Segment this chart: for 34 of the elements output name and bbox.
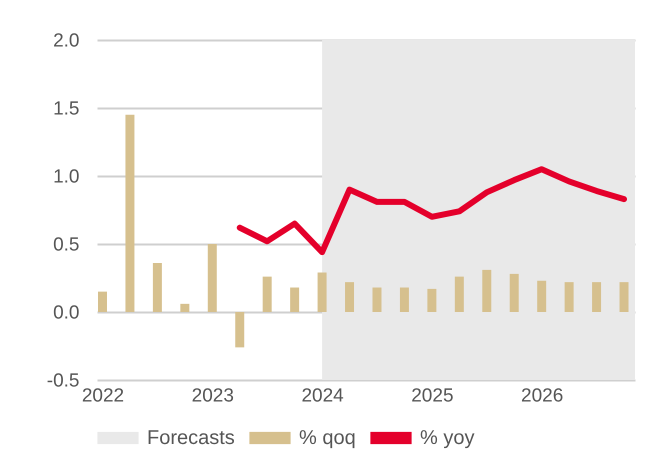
bar (400, 288, 409, 312)
legend-label: % qoq (299, 427, 356, 449)
x-tick-label: 2024 (301, 386, 344, 406)
bar (152, 263, 162, 312)
bar (180, 304, 190, 312)
y-tick-label: 1.5 (53, 98, 80, 120)
legend-label: Forecasts (147, 427, 235, 449)
bar (427, 288, 436, 312)
y-tick-label: 2.0 (53, 30, 80, 52)
bar (537, 280, 546, 312)
bar (125, 114, 134, 312)
bar (262, 276, 272, 312)
y-tick-label: 1.0 (53, 166, 80, 188)
y-tick-label: 0.5 (53, 234, 80, 256)
bar (235, 312, 244, 348)
bar (290, 288, 300, 312)
bar (564, 282, 574, 312)
bar (372, 288, 382, 312)
bar (98, 292, 107, 312)
bar (208, 244, 217, 312)
y-tick-label: 0.0 (53, 302, 80, 324)
legend-label: % yoy (420, 427, 474, 449)
y-tick-label: -0.5 (46, 370, 80, 392)
bar (345, 282, 354, 312)
bar (510, 274, 519, 312)
x-tick-label: 2025 (411, 386, 454, 406)
bar (482, 270, 492, 312)
bar (620, 282, 629, 312)
x-tick-label: 2022 (82, 386, 124, 406)
x-tick-label: 2026 (521, 386, 564, 406)
bar (592, 282, 602, 312)
bar (454, 276, 464, 312)
bar (318, 272, 327, 312)
x-tick-label: 2023 (192, 386, 234, 406)
